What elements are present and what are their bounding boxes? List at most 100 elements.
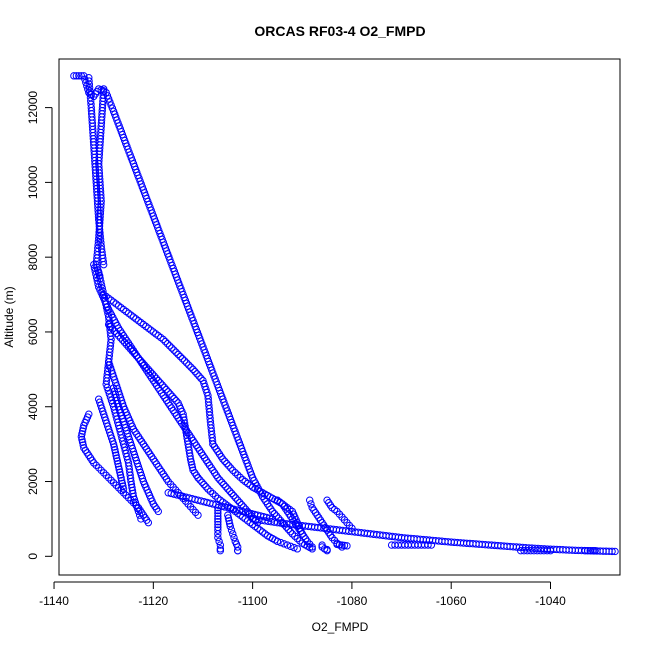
data-point <box>80 421 88 430</box>
data-point <box>224 514 233 522</box>
data-point <box>224 511 232 519</box>
data-point <box>195 372 203 380</box>
data-point <box>298 530 306 538</box>
data-point <box>343 542 351 550</box>
data-point <box>119 485 128 493</box>
data-point <box>111 448 120 457</box>
data-point <box>280 540 288 548</box>
data-point <box>236 498 244 507</box>
x-tick-label: -1140 <box>39 594 69 608</box>
x-tick-label: -1040 <box>535 594 566 608</box>
data-point <box>104 474 113 482</box>
data-point <box>104 320 113 329</box>
chart-title: ORCAS RF03-4 O2_FMPD <box>254 23 425 39</box>
data-point <box>114 462 123 471</box>
data-points <box>70 72 619 556</box>
data-point <box>122 340 131 349</box>
data-point <box>206 487 215 496</box>
data-point <box>108 325 117 333</box>
data-point <box>117 476 126 485</box>
data-point <box>234 543 242 551</box>
x-tick-label: -1080 <box>337 594 368 608</box>
data-point <box>109 440 118 448</box>
data-point <box>214 509 222 518</box>
data-point <box>268 515 277 523</box>
data-point <box>581 546 589 555</box>
data-point <box>112 451 120 460</box>
data-point <box>588 546 597 555</box>
data-point <box>118 479 126 488</box>
data-point <box>134 507 143 516</box>
data-point <box>229 530 237 538</box>
data-point <box>214 533 222 542</box>
data-point <box>144 365 153 374</box>
y-tick-label: 6000 <box>26 318 40 345</box>
data-point <box>198 478 206 486</box>
data-point <box>115 465 123 474</box>
data-point <box>163 340 172 348</box>
data-point <box>546 546 555 555</box>
data-point <box>283 541 292 549</box>
data-point <box>335 541 344 549</box>
data-point <box>291 532 299 540</box>
data-point <box>226 522 234 531</box>
data-point <box>72 72 81 80</box>
x-axis-label: O2_FMPD <box>312 620 369 634</box>
data-point <box>236 473 244 482</box>
data-point <box>318 541 326 549</box>
data-point <box>229 466 237 475</box>
data-point <box>220 480 228 489</box>
data-point <box>194 474 202 482</box>
data-point <box>114 460 122 468</box>
data-point <box>270 509 279 518</box>
data-point <box>214 518 222 526</box>
data-point <box>138 358 147 367</box>
data-point <box>172 397 180 405</box>
data-point <box>148 370 157 378</box>
data-point <box>187 458 195 466</box>
y-tick-label: 10000 <box>26 165 40 199</box>
data-point <box>78 427 87 435</box>
data-point <box>227 464 235 472</box>
y-tick-label: 2000 <box>26 468 40 495</box>
data-point <box>202 483 210 491</box>
data-point <box>211 492 220 500</box>
data-point <box>116 468 124 476</box>
data-point <box>102 471 110 479</box>
data-point <box>120 338 129 347</box>
data-point <box>323 546 331 555</box>
data-point <box>150 372 159 380</box>
data-point <box>584 546 592 555</box>
y-tick-label: 12000 <box>26 91 40 125</box>
data-point <box>307 500 315 508</box>
data-point <box>78 435 86 444</box>
data-point <box>230 533 238 542</box>
data-point <box>306 496 314 504</box>
data-point <box>239 503 248 511</box>
data-point <box>112 329 121 338</box>
data-point <box>227 526 236 534</box>
data-point <box>107 476 115 484</box>
data-point <box>293 545 302 553</box>
data-point <box>200 480 208 489</box>
x-tick-label: -1100 <box>238 594 268 608</box>
data-point <box>92 461 100 470</box>
data-point <box>194 511 202 519</box>
data-point <box>221 457 229 466</box>
data-point <box>170 394 178 403</box>
data-point <box>118 336 127 344</box>
data-point <box>168 344 176 352</box>
data-point <box>166 390 174 398</box>
data-point <box>225 462 233 470</box>
data-point <box>162 385 170 394</box>
data-point <box>293 534 302 543</box>
data-point <box>114 484 123 492</box>
data-point <box>204 485 212 493</box>
data-point <box>154 507 162 516</box>
data-point <box>106 323 115 331</box>
data-point <box>140 361 149 369</box>
data-point <box>340 541 349 550</box>
data-point <box>79 424 87 432</box>
data-point <box>234 496 242 504</box>
